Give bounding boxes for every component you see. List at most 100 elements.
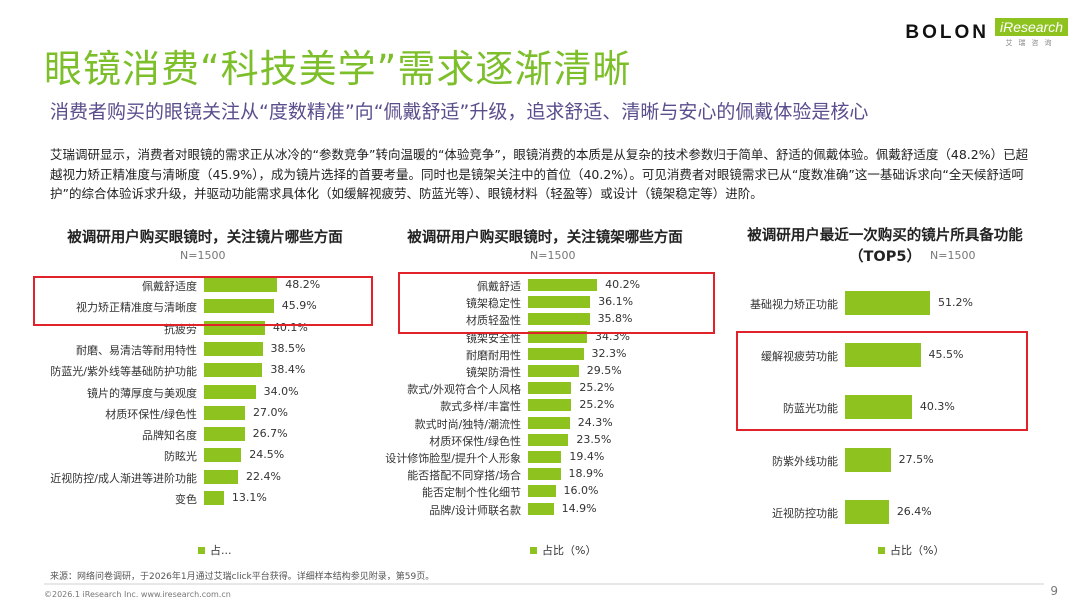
page-number: 9	[1050, 584, 1058, 598]
legend-swatch	[878, 546, 885, 554]
bar-label: 防眩光	[164, 450, 197, 464]
chart-title: 被调研用户购买眼镜时，关注镜片哪些方面	[67, 230, 343, 246]
highlight-box	[33, 276, 373, 326]
bar	[528, 365, 579, 377]
legend-swatch	[530, 546, 537, 554]
bar-value: 18.9%	[568, 467, 604, 481]
bar-value: 13.1%	[231, 491, 267, 504]
bar-value: 25.2%	[579, 398, 615, 412]
footer-divider	[44, 583, 1044, 585]
bar-label: 材质轻盈性	[466, 314, 521, 328]
bar	[204, 384, 256, 399]
bar	[845, 499, 889, 524]
bar-label: 品牌/设计师联名款	[429, 503, 521, 517]
chart-sample-size: N=1500	[530, 249, 576, 262]
bar-value: 32.3%	[591, 346, 627, 360]
bar-label: 视力矫正精准度与清晰度	[76, 301, 197, 315]
bar	[528, 313, 590, 326]
iresearch-logo-cn: 艾瑞咨询	[1005, 39, 1058, 47]
bar-label: 款式多样/丰富性	[440, 400, 521, 414]
chart-legend: 占比（%）	[530, 542, 596, 558]
bar-value: 22.4%	[246, 469, 281, 483]
bar-label: 材质环保性/绿色性	[105, 407, 197, 421]
bar-value: 19.4%	[569, 450, 605, 463]
bar	[845, 447, 891, 472]
bar	[204, 278, 278, 292]
bar-value: 14.9%	[561, 501, 597, 515]
bar-label: 防紫外线功能	[772, 454, 838, 468]
bar	[528, 433, 569, 446]
bar	[528, 347, 584, 360]
bar-value: 26.4%	[896, 504, 932, 518]
bar-value: 48.2%	[285, 278, 321, 291]
bar-value: 27.5%	[898, 452, 934, 466]
chart-legend: 占...	[198, 542, 232, 558]
iresearch-logo-text: iResearch	[994, 18, 1068, 36]
bar-label: 设计修饰脸型/提升个人形象	[385, 452, 521, 465]
bar	[845, 291, 930, 315]
bar-value: 25.2%	[579, 381, 615, 395]
chart-sample-size: N=1500	[180, 249, 226, 262]
legend-label: 占...	[210, 544, 232, 557]
chart-sample-size: N=1500	[930, 249, 976, 262]
bar-label: 防蓝光/紫外线等基础防护功能	[50, 365, 197, 379]
bar-value: 24.5%	[249, 448, 285, 462]
bar	[528, 485, 556, 498]
bar-value: 26.7%	[252, 427, 288, 441]
bar-value: 51.2%	[937, 296, 973, 309]
bar-label: 能否搭配不同穿搭/场合	[407, 469, 521, 483]
bar-label: 款式/外观符合个人风格	[407, 383, 521, 397]
bar	[528, 451, 562, 463]
bar-value: 40.2%	[605, 278, 641, 291]
bar	[204, 299, 274, 314]
bar	[204, 405, 246, 420]
bar-value: 38.4%	[270, 363, 306, 377]
bar	[845, 395, 912, 420]
legend-label: 占比（%）	[542, 544, 597, 557]
bar-value: 27.0%	[253, 405, 288, 419]
bar	[204, 469, 239, 484]
bar-value: 40.1%	[272, 320, 308, 334]
bar	[204, 341, 263, 356]
bar	[845, 343, 921, 368]
logo: BOLON iResearch 艾瑞咨询	[905, 18, 1068, 48]
chart-title: 被调研用户购买眼镜时，关注镜架哪些方面	[407, 230, 683, 246]
bar-label: 品牌知名度	[142, 429, 197, 443]
bar	[528, 416, 570, 429]
bar-value: 34.0%	[263, 384, 299, 398]
highlight-box	[398, 272, 715, 334]
bar-value: 38.5%	[270, 341, 306, 355]
bar-value: 29.5%	[586, 364, 622, 377]
bar	[528, 468, 561, 481]
bar-label: 变色	[175, 493, 197, 506]
bar	[204, 427, 245, 442]
bar-label: 近视防控功能	[772, 506, 838, 520]
bar-value: 45.5%	[928, 348, 964, 362]
bar-label: 佩戴舒适度	[142, 280, 197, 293]
bar-value: 16.0%	[563, 484, 599, 498]
page-subtitle: 消费者购买的眼镜关注从“度数精准”向“佩戴舒适”升级，追求舒适、清晰与安心的佩戴…	[50, 101, 869, 123]
bar-label: 材质环保性/绿色性	[429, 434, 521, 448]
bar	[204, 363, 263, 378]
bar	[528, 279, 598, 291]
bar-label: 镜架防滑性	[466, 366, 521, 379]
bar	[528, 502, 554, 515]
bar-label: 防蓝光功能	[783, 402, 838, 416]
page-title: 眼镜消费“科技美学”需求逐渐清晰	[44, 47, 632, 91]
bar-value: 35.8%	[597, 312, 633, 326]
bar-value: 23.5%	[576, 432, 612, 446]
bar	[204, 491, 224, 505]
bar-value: 24.3%	[577, 415, 613, 429]
bar	[528, 399, 572, 412]
bar-label: 镜架安全性	[466, 331, 521, 345]
bar	[528, 296, 591, 309]
bar-label: 缓解视疲劳功能	[761, 350, 838, 364]
legend-label: 占比（%）	[890, 544, 945, 557]
bar-value: 36.1%	[598, 295, 634, 309]
bar-label: 耐磨耐用性	[466, 348, 521, 362]
chart-legend: 占比（%）	[878, 542, 944, 558]
bar	[204, 448, 242, 463]
bar-label: 款式时尚/独特/潮流性	[414, 417, 521, 431]
bar	[528, 382, 572, 395]
bar-value: 40.3%	[919, 400, 955, 414]
